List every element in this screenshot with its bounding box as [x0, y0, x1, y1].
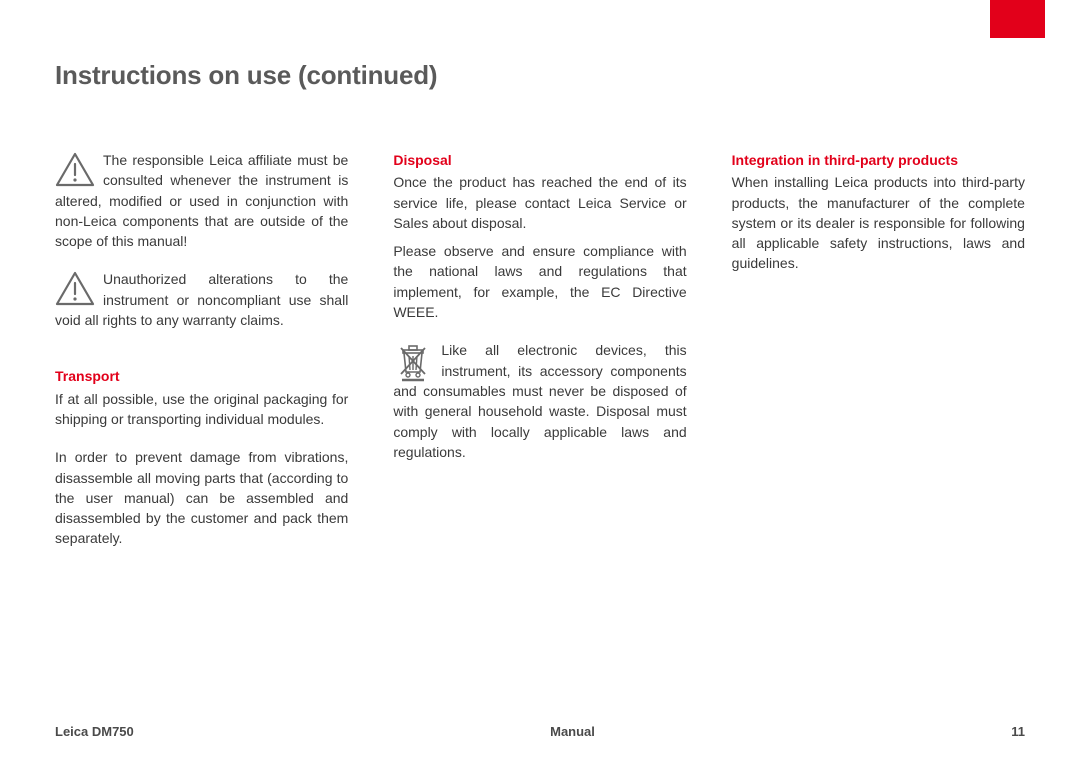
column-3: Integration in third-party products When…: [732, 150, 1025, 567]
page-title: Instructions on use (continued): [55, 60, 437, 91]
weee-bin-icon: [393, 342, 433, 378]
warning-icon: [55, 152, 95, 188]
integration-heading: Integration in third-party products: [732, 150, 1025, 170]
disposal-paragraph-2: Please observe and ensure compliance wit…: [393, 241, 686, 322]
warning-text-2: Unauthorized alterations to the instrume…: [55, 271, 348, 328]
warning-icon: [55, 271, 95, 307]
footer-doc-type: Manual: [550, 724, 595, 739]
column-2: Disposal Once the product has reached th…: [393, 150, 686, 567]
disposal-heading: Disposal: [393, 150, 686, 170]
weee-block: Like all electronic devices, this instru…: [393, 340, 686, 462]
integration-paragraph: When installing Leica products into thir…: [732, 172, 1025, 273]
disposal-paragraph-1: Once the product has reached the end of …: [393, 172, 686, 233]
brand-tab: [990, 0, 1045, 38]
transport-heading: Transport: [55, 366, 348, 386]
column-1: The responsible Leica affiliate must be …: [55, 150, 348, 567]
page-footer: Leica DM750 Manual 11: [55, 724, 1025, 739]
transport-paragraph-2: In order to prevent damage from vibratio…: [55, 447, 348, 548]
weee-text: Like all electronic devices, this instru…: [393, 342, 686, 459]
content-columns: The responsible Leica affiliate must be …: [55, 150, 1025, 567]
warning-block-2: Unauthorized alterations to the instrume…: [55, 269, 348, 330]
footer-page-number: 11: [1011, 724, 1025, 739]
footer-product: Leica DM750: [55, 724, 134, 739]
warning-text-1: The responsible Leica affiliate must be …: [55, 152, 348, 249]
warning-block-1: The responsible Leica affiliate must be …: [55, 150, 348, 251]
transport-paragraph-1: If at all possible, use the original pac…: [55, 389, 348, 430]
